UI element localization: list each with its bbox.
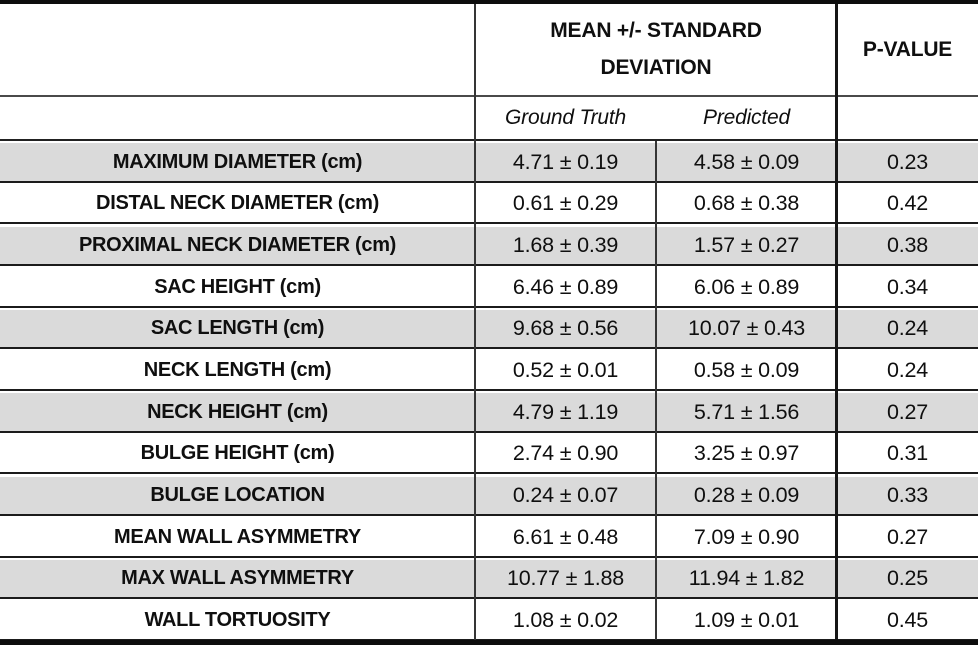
ground-truth-value: 4.71 ± 0.19 bbox=[512, 149, 619, 174]
ground-truth-value: 9.68 ± 0.56 bbox=[512, 316, 619, 341]
ground-truth-value: 0.52 ± 0.01 bbox=[512, 357, 619, 382]
p-value: 0.34 bbox=[886, 274, 929, 299]
ground-truth-value: 1.08 ± 0.02 bbox=[512, 607, 619, 632]
metric-label: BULGE HEIGHT (cm) bbox=[140, 442, 335, 465]
p-value: 0.31 bbox=[886, 441, 929, 466]
ground-truth-value: 6.61 ± 0.48 bbox=[512, 524, 619, 549]
predicted-value: 11.94 ± 1.82 bbox=[688, 566, 805, 591]
table-row: BULGE LOCATION 0.24 ± 0.07 0.28 ± 0.09 0… bbox=[0, 476, 978, 517]
header-mean-sd-label: MEAN +/- STANDARD DEVIATION bbox=[550, 18, 762, 79]
predicted-value: 1.57 ± 0.27 bbox=[693, 232, 800, 257]
column-divider-metrics bbox=[473, 4, 476, 641]
ground-truth-value: 2.74 ± 0.90 bbox=[512, 441, 619, 466]
column-divider-gt-predicted bbox=[654, 141, 657, 641]
table-bottom-border bbox=[0, 640, 978, 645]
p-value: 0.24 bbox=[886, 357, 929, 382]
metric-label: BULGE LOCATION bbox=[150, 483, 325, 506]
predicted-value: 0.28 ± 0.09 bbox=[693, 482, 800, 507]
metric-label: MAXIMUM DIAMETER (cm) bbox=[112, 150, 363, 173]
predicted-value: 6.06 ± 0.89 bbox=[693, 274, 800, 299]
metric-label: MEAN WALL ASYMMETRY bbox=[114, 525, 361, 548]
table-row: DISTAL NECK DIAMETER (cm) 0.61 ± 0.29 0.… bbox=[0, 185, 978, 225]
metric-label: NECK HEIGHT (cm) bbox=[147, 400, 328, 423]
metric-label: SAC HEIGHT (cm) bbox=[154, 275, 321, 298]
p-value: 0.42 bbox=[886, 191, 929, 216]
table-row: SAC LENGTH (cm) 9.68 ± 0.56 10.07 ± 0.43… bbox=[0, 310, 978, 350]
p-value: 0.27 bbox=[886, 399, 929, 424]
metric-label: PROXIMAL NECK DIAMETER (cm) bbox=[78, 233, 397, 256]
table-body: MAXIMUM DIAMETER (cm) 4.71 ± 0.19 4.58 ±… bbox=[0, 141, 978, 642]
table-row: MEAN WALL ASYMMETRY 6.61 ± 0.48 7.09 ± 0… bbox=[0, 518, 978, 558]
table-row: PROXIMAL NECK DIAMETER (cm) 1.68 ± 0.39 … bbox=[0, 226, 978, 267]
table-row: MAX WALL ASYMMETRY 10.77 ± 1.88 11.94 ± … bbox=[0, 560, 978, 600]
metric-label: DISTAL NECK DIAMETER (cm) bbox=[96, 192, 379, 215]
ground-truth-value: 0.61 ± 0.29 bbox=[512, 191, 619, 216]
ground-truth-value: 1.68 ± 0.39 bbox=[512, 232, 619, 257]
table-row: MAXIMUM DIAMETER (cm) 4.71 ± 0.19 4.58 ±… bbox=[0, 143, 978, 183]
p-value: 0.27 bbox=[886, 524, 929, 549]
predicted-value: 0.58 ± 0.09 bbox=[693, 357, 800, 382]
subheader-ground-truth: Ground Truth bbox=[505, 106, 626, 129]
ground-truth-value: 6.46 ± 0.89 bbox=[512, 274, 619, 299]
ground-truth-value: 10.77 ± 1.88 bbox=[507, 566, 624, 591]
metric-label: MAX WALL ASYMMETRY bbox=[121, 567, 354, 590]
predicted-value: 5.71 ± 1.56 bbox=[693, 399, 800, 424]
predicted-value: 7.09 ± 0.90 bbox=[693, 524, 800, 549]
predicted-value: 10.07 ± 0.43 bbox=[688, 316, 805, 341]
table-row: WALL TORTUOSITY 1.08 ± 0.02 1.09 ± 0.01 … bbox=[0, 601, 978, 642]
subheader-empty-pvalue bbox=[837, 97, 978, 139]
table-row: SAC HEIGHT (cm) 6.46 ± 0.89 6.06 ± 0.89 … bbox=[0, 268, 978, 308]
p-value: 0.23 bbox=[886, 149, 929, 174]
header-p-value: P-VALUE bbox=[862, 37, 953, 61]
p-value: 0.38 bbox=[886, 232, 929, 257]
subheader-empty bbox=[0, 97, 475, 139]
predicted-value: 1.09 ± 0.01 bbox=[693, 607, 800, 632]
header-mean-sd: MEAN +/- STANDARD DEVIATION bbox=[475, 4, 837, 95]
metric-label: NECK LENGTH (cm) bbox=[143, 358, 332, 381]
predicted-value: 4.58 ± 0.09 bbox=[693, 149, 800, 174]
subheader-predicted: Predicted bbox=[703, 106, 790, 129]
header-row-primary: MEAN +/- STANDARD DEVIATION P-VALUE bbox=[0, 4, 978, 97]
p-value: 0.33 bbox=[886, 482, 929, 507]
table-row: NECK HEIGHT (cm) 4.79 ± 1.19 5.71 ± 1.56… bbox=[0, 393, 978, 433]
p-value: 0.25 bbox=[886, 566, 929, 591]
predicted-value: 3.25 ± 0.97 bbox=[693, 441, 800, 466]
header-empty-corner bbox=[0, 4, 475, 95]
table-top-border bbox=[0, 0, 978, 4]
table-row: NECK LENGTH (cm) 0.52 ± 0.01 0.58 ± 0.09… bbox=[0, 351, 978, 392]
column-divider-pvalue bbox=[835, 4, 838, 641]
ground-truth-value: 0.24 ± 0.07 bbox=[512, 482, 619, 507]
metric-label: WALL TORTUOSITY bbox=[144, 608, 331, 631]
predicted-value: 0.68 ± 0.38 bbox=[693, 191, 800, 216]
p-value: 0.24 bbox=[886, 316, 929, 341]
header-row-secondary: Ground Truth Predicted bbox=[0, 97, 978, 141]
ground-truth-value: 4.79 ± 1.19 bbox=[512, 399, 619, 424]
p-value: 0.45 bbox=[886, 607, 929, 632]
table-row: BULGE HEIGHT (cm) 2.74 ± 0.90 3.25 ± 0.9… bbox=[0, 435, 978, 475]
metric-label: SAC LENGTH (cm) bbox=[150, 317, 325, 340]
